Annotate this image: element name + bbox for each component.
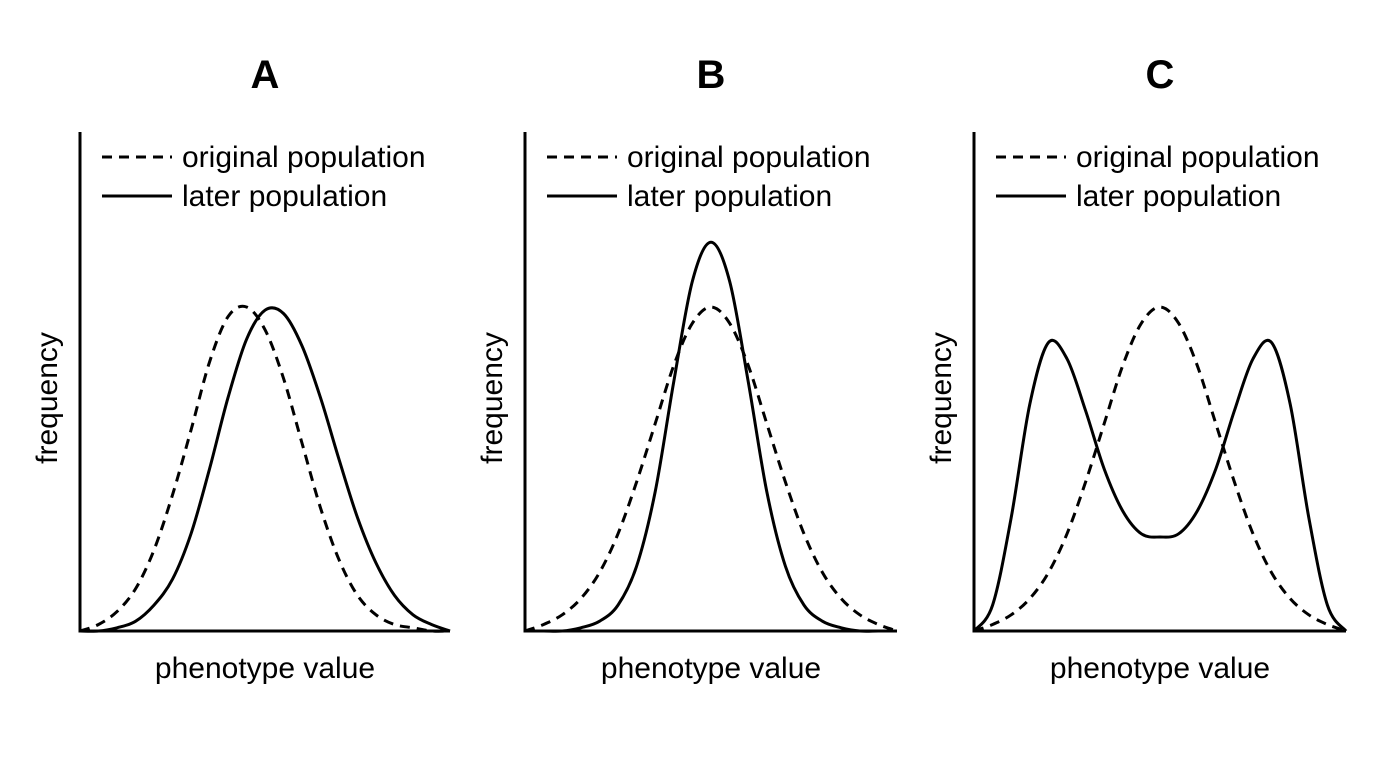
legend-entry: later population (547, 180, 832, 213)
legend-label: later population (1076, 180, 1281, 213)
y-axis-label: frequency (925, 332, 958, 464)
legend-entry: original population (996, 141, 1320, 174)
legend-label: original population (627, 141, 871, 174)
panel-title: B (697, 53, 726, 97)
legend-label: later population (627, 180, 832, 213)
series-line-original-population (79, 304, 451, 633)
x-axis-label: phenotype value (1050, 652, 1270, 685)
legend-label: original population (182, 141, 426, 174)
legend-entry: later population (102, 180, 387, 213)
legend-entry: original population (102, 141, 426, 174)
legend-entry: later population (996, 180, 1281, 213)
panel-title: C (1146, 53, 1175, 97)
y-axis-label: frequency (31, 332, 64, 464)
series-line-later-population (524, 240, 897, 633)
panel-title: A (251, 53, 280, 97)
x-axis-label: phenotype value (155, 652, 375, 685)
series-line-original-population (973, 305, 1347, 633)
legend-label: later population (182, 180, 387, 213)
series-line-original-population (524, 305, 898, 633)
series-line-later-population (972, 338, 1348, 632)
y-axis-label: frequency (476, 332, 509, 464)
x-axis-label: phenotype value (601, 652, 821, 685)
legend-entry: original population (547, 141, 871, 174)
legend-label: original population (1076, 141, 1320, 174)
series-line-later-population (79, 306, 451, 633)
